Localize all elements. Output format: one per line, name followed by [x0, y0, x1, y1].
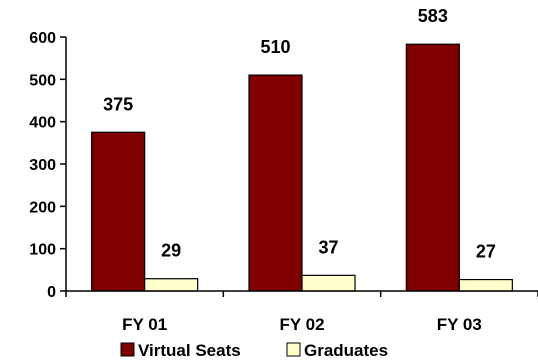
y-tick-label: 300 — [29, 157, 56, 174]
bar-virtual-seats — [405, 43, 460, 292]
x-category-label: FY 01 — [122, 315, 167, 334]
y-axis: 0 100 200 300 400 500 600 — [29, 30, 67, 301]
y-tick-label: 500 — [29, 72, 56, 89]
y-tick-label: 0 — [47, 284, 56, 301]
bars: 375 29 510 37 583 27 — [91, 6, 513, 292]
data-label: 510 — [260, 37, 290, 57]
legend: Virtual Seats Graduates — [120, 341, 388, 360]
legend-swatch — [286, 342, 301, 357]
x-category-label: FY 02 — [279, 315, 324, 334]
y-tick-label: 400 — [29, 115, 56, 132]
data-label: 37 — [318, 237, 338, 257]
x-category-label: FY 03 — [437, 315, 482, 334]
legend-label: Virtual Seats — [138, 341, 241, 360]
data-label: 27 — [476, 242, 496, 262]
data-label: 29 — [161, 241, 181, 261]
y-tick-label: 200 — [29, 199, 56, 216]
bar-graduates — [144, 278, 199, 292]
bar-virtual-seats — [91, 131, 146, 292]
bar-virtual-seats — [248, 74, 303, 292]
data-label: 375 — [103, 94, 133, 114]
bar-graduates — [458, 278, 513, 292]
legend-label: Graduates — [304, 341, 388, 360]
x-axis: FY 01 FY 02 FY 03 — [65, 290, 538, 334]
legend-swatch — [120, 342, 135, 357]
y-tick-label: 100 — [29, 242, 56, 259]
y-tick-label: 600 — [29, 30, 56, 47]
data-label: 583 — [418, 6, 448, 26]
bar-graduates — [301, 274, 356, 292]
